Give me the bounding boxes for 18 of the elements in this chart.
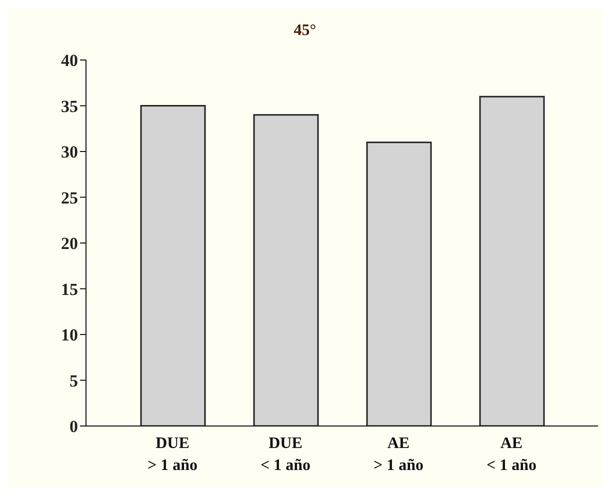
chart-title: 45° — [292, 22, 318, 40]
x-tick-label: AE < 1 año — [486, 435, 537, 474]
y-tick-label: 35 — [61, 96, 78, 116]
x-tick-label: AE > 1 año — [373, 435, 424, 474]
y-tick-label: 40 — [61, 51, 78, 70]
y-tick-label: 20 — [61, 234, 78, 254]
bar — [253, 114, 319, 426]
bar — [479, 96, 545, 426]
bar — [366, 142, 432, 426]
bar — [140, 105, 206, 426]
x-tick-label: DUE > 1 año — [147, 435, 198, 474]
x-tick-label: DUE < 1 año — [260, 435, 311, 474]
y-tick-label: 0 — [70, 417, 78, 436]
y-tick-label: 5 — [70, 371, 78, 390]
y-tick-label: 30 — [61, 142, 78, 162]
y-tick-label: 25 — [61, 188, 78, 208]
y-tick-label: 10 — [61, 326, 78, 345]
y-tick-label: 15 — [61, 280, 78, 299]
